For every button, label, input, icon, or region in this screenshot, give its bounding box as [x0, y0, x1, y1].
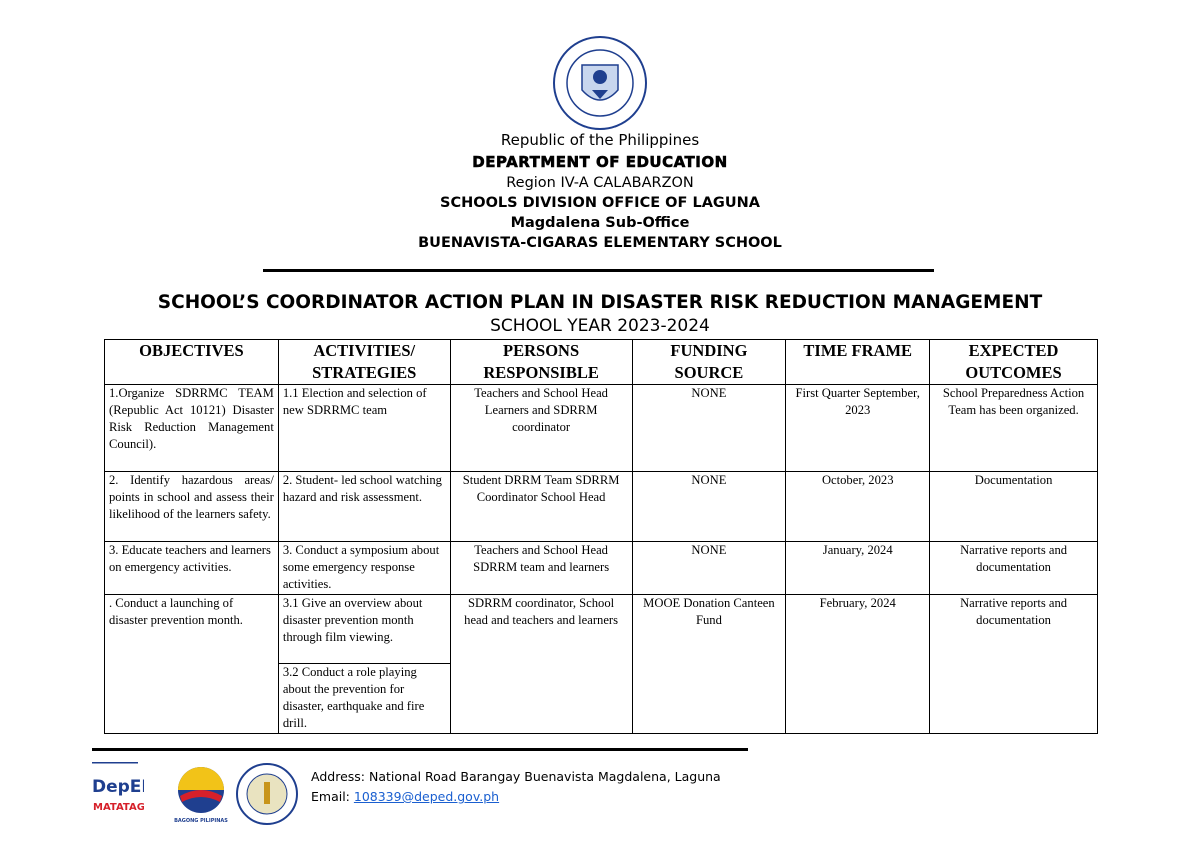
activity-cell: 3.2 Conduct a role playing about the pre…: [277, 663, 451, 734]
time-cell: First Quarter September, 2023: [785, 384, 931, 472]
persons-cell: Teachers and School Head SDRRM team and …: [449, 541, 633, 595]
republic-line: Republic of the Philippines: [500, 131, 700, 149]
email-link[interactable]: 108339@deped.gov.ph: [353, 789, 500, 804]
col-header: EXPECTED OUTCOMES: [929, 339, 1098, 385]
footer-address: Address: National Road Barangay Buenavis…: [311, 769, 721, 784]
time-cell: February, 2024: [785, 594, 931, 734]
funding-cell: NONE: [631, 471, 787, 542]
activity-cell: 2. Student- led school watching hazard a…: [277, 471, 451, 542]
persons-cell: Student DRRM Team SDRRM Coordinator Scho…: [449, 471, 633, 542]
col-header: TIME FRAME: [785, 339, 931, 385]
objective-cell: 1.Organize SDRRMC TEAM (Republic Act 101…: [104, 384, 279, 472]
deped-seal-logo: [553, 36, 647, 130]
header-divider: [263, 269, 934, 272]
region-line: Region IV-A CALABARZON: [506, 175, 694, 191]
school-seal-logo: [236, 763, 298, 825]
objective-cell: 3. Educate teachers and learners on emer…: [104, 541, 279, 595]
deped-matatag-logo: DepED MATATAG: [92, 762, 144, 813]
activity-cell: 3.1 Give an overview about disaster prev…: [277, 594, 451, 664]
funding-cell: NONE: [631, 541, 787, 595]
time-cell: January, 2024: [785, 541, 931, 595]
department-line: DEPARTMENT OF EDUCATION: [472, 153, 728, 172]
svg-text:MATATAG: MATATAG: [93, 802, 144, 813]
col-header: ACTIVITIES/ STRATEGIES: [277, 339, 451, 385]
footer-divider: [92, 748, 748, 751]
outcome-cell: Documentation: [929, 471, 1098, 542]
footer-email-line: Email: 108339@deped.gov.ph: [311, 789, 499, 804]
action-plan-table: OBJECTIVES ACTIVITIES/ STRATEGIES PERSON…: [104, 339, 1098, 734]
objective-cell: . Conduct a launching of disaster preven…: [104, 594, 279, 734]
division-line: SCHOOLS DIVISION OFFICE OF LAGUNA: [440, 195, 760, 211]
bagong-pilipinas-logo: BAGONG PILIPINAS: [174, 767, 228, 824]
document-title: SCHOOL’S COORDINATOR ACTION PLAN IN DISA…: [157, 292, 1043, 313]
col-header: OBJECTIVES: [104, 339, 279, 385]
table-row: . Conduct a launching of disaster preven…: [104, 594, 1098, 734]
persons-cell: SDRRM coordinator, School head and teach…: [449, 594, 633, 734]
table-header-row: OBJECTIVES ACTIVITIES/ STRATEGIES PERSON…: [104, 339, 1098, 385]
outcome-cell: Narrative reports and documentation: [929, 541, 1098, 595]
col-header: FUNDING SOURCE: [631, 339, 787, 385]
time-cell: October, 2023: [785, 471, 931, 542]
col-header: PERSONS RESPONSIBLE: [449, 339, 633, 385]
email-label: Email:: [311, 789, 354, 804]
activity-cell: 1.1 Election and selection of new SDRRMC…: [277, 384, 451, 472]
funding-cell: NONE: [631, 384, 787, 472]
svg-text:DepED: DepED: [92, 777, 144, 797]
activity-cell: 3. Conduct a symposium about some emerge…: [277, 541, 451, 595]
school-year: SCHOOL YEAR 2023-2024: [490, 316, 710, 336]
school-name: BUENAVISTA-CIGARAS ELEMENTARY SCHOOL: [418, 235, 782, 251]
objective-cell: 2. Identify hazardous areas/ points in s…: [104, 471, 279, 542]
persons-cell: Teachers and School Head Learners and SD…: [449, 384, 633, 472]
outcome-cell: Narrative reports and documentation: [929, 594, 1098, 734]
sub-office-line: Magdalena Sub-Office: [510, 215, 690, 231]
table-row: 1.Organize SDRRMC TEAM (Republic Act 101…: [104, 384, 1098, 472]
svg-text:BAGONG PILIPINAS: BAGONG PILIPINAS: [174, 818, 228, 824]
outcome-cell: School Preparedness Action Team has been…: [929, 384, 1098, 472]
funding-cell: MOOE Donation Canteen Fund: [631, 594, 787, 734]
table-row: 3. Educate teachers and learners on emer…: [104, 541, 1098, 595]
table-row: 3.2 Conduct a role playing about the pre…: [105, 663, 1098, 734]
table-row: 2. Identify hazardous areas/ points in s…: [104, 471, 1098, 542]
